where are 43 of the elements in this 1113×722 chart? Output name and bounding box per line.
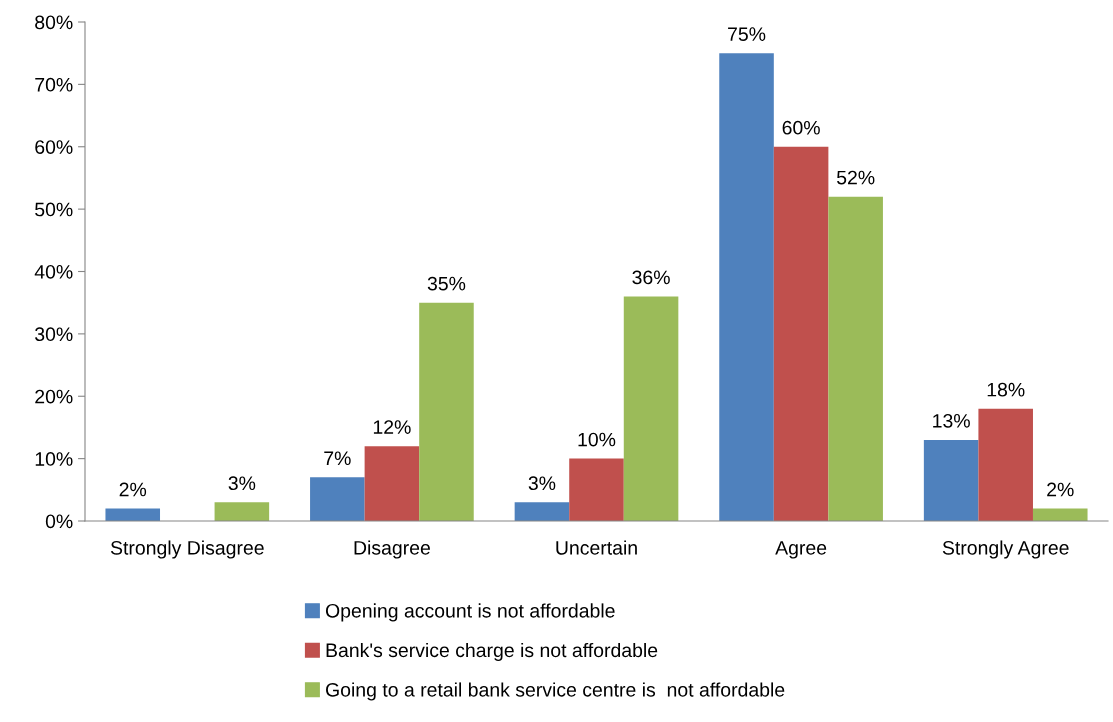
y-tick-label: 60% <box>35 140 73 154</box>
bar <box>773 146 829 521</box>
x-tick-label: Strongly Disagree <box>110 540 264 559</box>
y-tick-label: 50% <box>35 202 73 217</box>
bar <box>214 502 270 521</box>
bar <box>310 477 365 521</box>
legend-label: Opening account is not affordable <box>325 603 615 622</box>
bar <box>364 446 420 521</box>
y-tick-label: 70% <box>35 77 73 92</box>
bar <box>978 408 1033 521</box>
bar <box>514 502 570 521</box>
data-label: 10% <box>578 432 616 447</box>
bar <box>923 439 979 521</box>
bar <box>828 196 883 521</box>
data-label: 52% <box>836 170 875 185</box>
data-label: 7% <box>324 451 351 466</box>
data-label: 2% <box>119 482 147 497</box>
bar <box>419 302 474 521</box>
y-tick-label: 80% <box>35 15 73 30</box>
bar <box>719 53 774 521</box>
x-tick-label: Agree <box>775 541 827 559</box>
x-tick-label: Strongly Agree <box>942 540 1069 559</box>
data-label: 2% <box>1047 482 1074 497</box>
legend-label: Bank's service charge is not affordable <box>326 642 658 662</box>
y-tick-label: 30% <box>35 327 73 342</box>
x-tick-label: Uncertain <box>556 540 637 555</box>
data-label: 35% <box>427 276 466 291</box>
y-tick-label: 40% <box>34 264 73 279</box>
bar <box>623 296 679 521</box>
data-label: 3% <box>528 476 556 491</box>
y-tick-label: 10% <box>35 452 73 466</box>
data-label: 36% <box>632 270 670 285</box>
data-label: 13% <box>933 413 970 428</box>
legend-label: Going to a retail bank service centre is not affordable <box>326 682 785 701</box>
y-tick-label: 20% <box>35 389 73 404</box>
data-label: 75% <box>728 27 766 42</box>
data-label: 18% <box>987 382 1025 397</box>
data-label: 12% <box>373 420 411 434</box>
x-tick-label: Disagree <box>354 540 430 559</box>
y-tick-label: 0% <box>45 514 73 529</box>
bar <box>569 458 624 521</box>
data-label: 3% <box>228 476 256 491</box>
data-label: 60% <box>782 120 820 135</box>
